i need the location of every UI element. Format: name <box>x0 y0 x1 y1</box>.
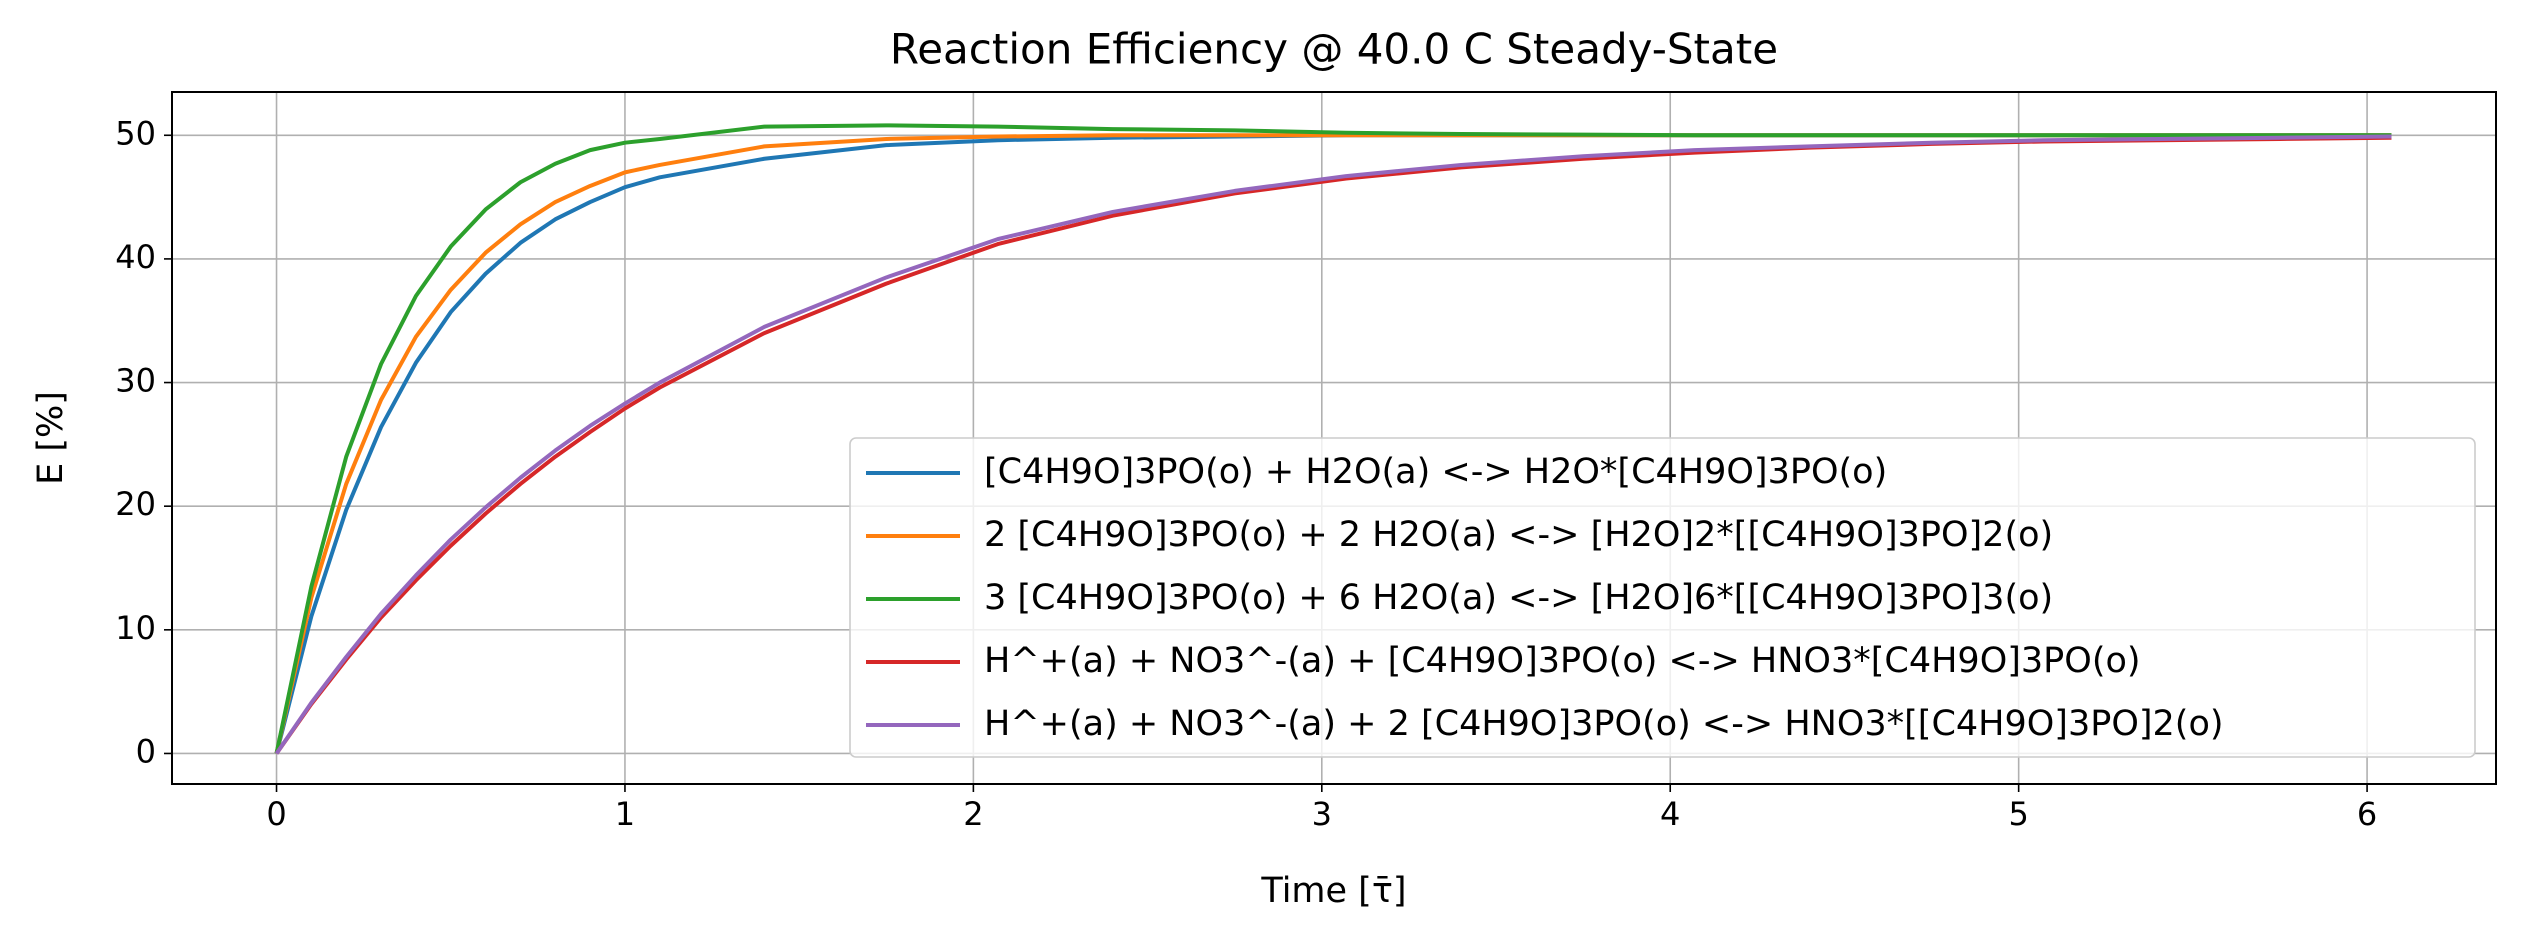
plot-frame <box>171 91 2497 785</box>
legend-label: 3 [C4H9O]3PO(o) + 6 H2O(a) <-> [H2O]6*[[… <box>984 578 2053 618</box>
y-tick-label: 40 <box>115 238 156 276</box>
legend-label: [C4H9O]3PO(o) + H2O(a) <-> H2O*[C4H9O]3P… <box>984 452 1887 492</box>
y-axis-label: E [%] <box>31 391 71 485</box>
y-tick-label: 30 <box>115 362 156 400</box>
x-tick-label: 5 <box>2008 795 2028 833</box>
x-tick-label: 1 <box>615 795 635 833</box>
x-tick-label: 0 <box>266 795 286 833</box>
series-line <box>274 134 2392 755</box>
chart-title: Reaction Efficiency @ 40.0 C Steady-Stat… <box>890 25 1778 74</box>
y-tick-label: 50 <box>115 114 156 152</box>
y-tick-label: 0 <box>136 732 156 770</box>
x-tick-label: 3 <box>1312 795 1332 833</box>
legend-box <box>849 437 2476 758</box>
legend-label: H^+(a) + NO3^-(a) + [C4H9O]3PO(o) <-> HN… <box>984 641 2141 681</box>
legend-label: 2 [C4H9O]3PO(o) + 2 H2O(a) <-> [H2O]2*[[… <box>984 515 2053 555</box>
legend-label: H^+(a) + NO3^-(a) + 2 [C4H9O]3PO(o) <-> … <box>984 704 2224 744</box>
y-tick-label: 20 <box>115 485 156 523</box>
x-tick-label: 2 <box>963 795 983 833</box>
x-tick-label: 4 <box>1660 795 1680 833</box>
y-tick-label: 10 <box>115 609 156 647</box>
x-axis-label: Time [τ̄] <box>1260 871 1406 911</box>
series-line <box>274 123 2392 754</box>
x-tick-label: 6 <box>2357 795 2377 833</box>
